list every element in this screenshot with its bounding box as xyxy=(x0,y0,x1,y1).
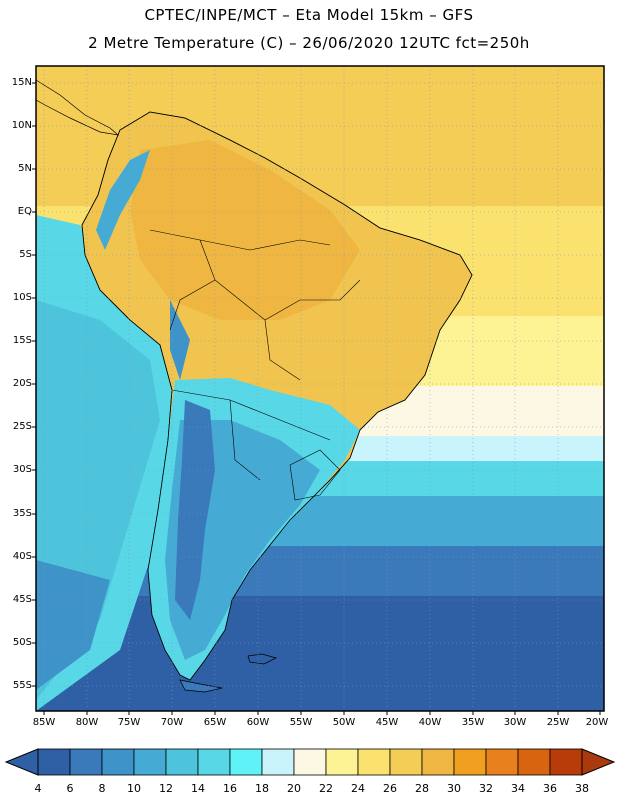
colorbar-swatch xyxy=(197,748,231,776)
colorbar-tick-label: 8 xyxy=(98,782,106,795)
lat-label: 35S xyxy=(12,508,32,519)
colorbar-swatch xyxy=(357,748,391,776)
lat-label: 15S xyxy=(12,335,32,346)
colorbar-tick-label: 12 xyxy=(159,782,173,795)
lat-label: 15N xyxy=(11,77,32,88)
colorbar-swatch xyxy=(133,748,167,776)
colorbar-tick-label: 24 xyxy=(351,782,365,795)
colorbar-swatch xyxy=(69,748,103,776)
colorbar-tick-label: 34 xyxy=(511,782,525,795)
colorbar-tick-label: 22 xyxy=(319,782,333,795)
northern-andes-cool xyxy=(96,150,150,250)
central-america-land xyxy=(36,79,120,136)
colorbar-tick-label: 16 xyxy=(223,782,237,795)
lon-label: 70W xyxy=(160,717,184,728)
pacific-band-8-10 xyxy=(36,560,110,690)
colorbar-tick-label: 30 xyxy=(447,782,461,795)
coastline xyxy=(81,111,473,681)
lon-label: 60W xyxy=(246,717,270,728)
colorbar-tick-label: 18 xyxy=(255,782,269,795)
lon-label: 55W xyxy=(289,717,313,728)
temperature-colorbar xyxy=(4,748,616,776)
andes-cold-band xyxy=(175,400,215,620)
map-title-line-1: CPTEC/INPE/MCT – Eta Model 15km – GFS xyxy=(144,6,474,24)
lat-label: 25S xyxy=(12,421,32,432)
lon-label: 65W xyxy=(203,717,227,728)
lon-label: 45W xyxy=(375,717,399,728)
graticule xyxy=(36,66,604,711)
lat-label: 50S xyxy=(12,637,32,648)
lon-label: 30W xyxy=(503,717,527,728)
colorbar-tick-label: 32 xyxy=(479,782,493,795)
lon-label: 75W xyxy=(117,717,141,728)
lon-label: 35W xyxy=(461,717,485,728)
lon-label: 85W xyxy=(32,717,56,728)
colorbar-swatch xyxy=(261,748,295,776)
colorbar-swatch xyxy=(421,748,455,776)
colorbar-tick-label: 26 xyxy=(383,782,397,795)
colorbar-swatch xyxy=(389,748,423,776)
colorbar-left-arrow xyxy=(4,748,39,776)
colorbar-swatch xyxy=(229,748,263,776)
colorbar-swatches xyxy=(37,748,583,776)
lat-label: 55S xyxy=(12,680,32,691)
colorbar-right-arrow xyxy=(581,748,616,776)
colorbar-swatch xyxy=(293,748,327,776)
colorbar-swatch xyxy=(101,748,135,776)
colorbar-tick-label: 38 xyxy=(575,782,589,795)
lon-label: 25W xyxy=(546,717,570,728)
lon-label: 40W xyxy=(418,717,442,728)
colorbar-swatch xyxy=(165,748,199,776)
lat-label: 40S xyxy=(12,551,32,562)
lat-label: 45S xyxy=(12,594,32,605)
colorbar-tick-label: 14 xyxy=(191,782,205,795)
lat-label: 5N xyxy=(18,163,32,174)
falkland-islands xyxy=(247,653,277,665)
lon-label: 50W xyxy=(332,717,356,728)
colorbar-tick-label: 20 xyxy=(287,782,301,795)
colorbar-swatch xyxy=(453,748,487,776)
colorbar-tick-label: 28 xyxy=(415,782,429,795)
map-title-line-2: 2 Metre Temperature (C) – 26/06/2020 12U… xyxy=(88,34,530,52)
lon-label: 20W xyxy=(585,717,609,728)
altiplano-cool xyxy=(170,300,190,380)
colorbar-swatch xyxy=(325,748,359,776)
lat-label: EQ xyxy=(17,206,32,217)
axis-ticks xyxy=(32,82,601,715)
colorbar-swatch xyxy=(549,748,583,776)
colorbar-tick-label: 4 xyxy=(34,782,42,795)
lat-label: 20S xyxy=(12,378,32,389)
lon-label: 80W xyxy=(75,717,99,728)
colorbar-tick-label: 10 xyxy=(127,782,141,795)
map-frame xyxy=(35,65,605,712)
colorbar-swatch xyxy=(37,748,71,776)
colorbar-swatch xyxy=(517,748,551,776)
lat-label: 30S xyxy=(12,464,32,475)
lat-label: 10S xyxy=(12,292,32,303)
country-borders xyxy=(149,229,361,501)
lat-label: 10N xyxy=(11,120,32,131)
colorbar-swatch xyxy=(485,748,519,776)
lat-label: 5S xyxy=(19,249,32,260)
amazon-warm-core xyxy=(130,140,360,320)
colorbar-tick-label: 6 xyxy=(66,782,74,795)
colorbar-tick-label: 36 xyxy=(543,782,557,795)
